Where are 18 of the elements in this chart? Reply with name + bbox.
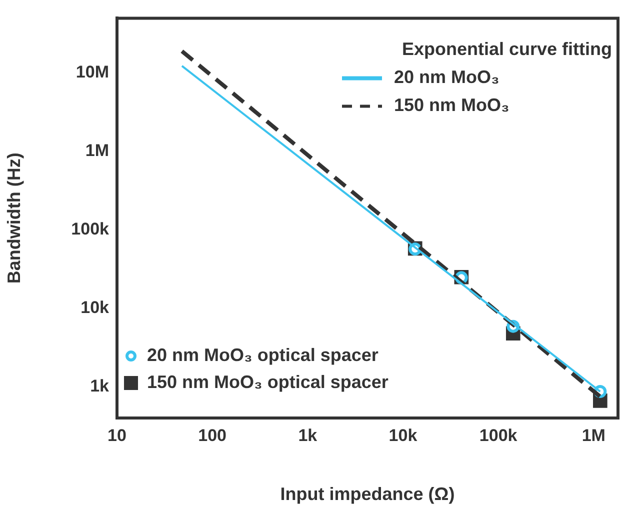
x-tick-label: 10k [388, 426, 418, 445]
y-tick-label: 100k [71, 220, 110, 239]
y-tick-label: 10M [76, 62, 109, 82]
y-tick-label: 1k [90, 376, 110, 396]
legend-title: Exponential curve fitting [402, 39, 612, 60]
x-axis-title: Input impedance (Ω) [280, 484, 455, 504]
y-tick-label: 10k [80, 298, 110, 318]
legend-label: 20 nm MoO₃ optical spacer [147, 344, 378, 365]
legend-label: 20 nm MoO₃ [394, 67, 500, 88]
y-tick-label: 1M [85, 141, 109, 160]
legend-label: 150 nm MoO₃ optical spacer [147, 372, 388, 392]
legend-label: 150 nm MoO₃ [394, 95, 510, 116]
x-tick-label: 1M [582, 426, 606, 445]
y-axis-title: Bandwidth (Hz) [4, 152, 24, 284]
x-tick-label: 1k [298, 426, 318, 445]
x-tick-label: 10 [108, 426, 126, 445]
x-tick-label: 100k [479, 426, 518, 445]
x-tick-label: 100 [198, 426, 227, 445]
